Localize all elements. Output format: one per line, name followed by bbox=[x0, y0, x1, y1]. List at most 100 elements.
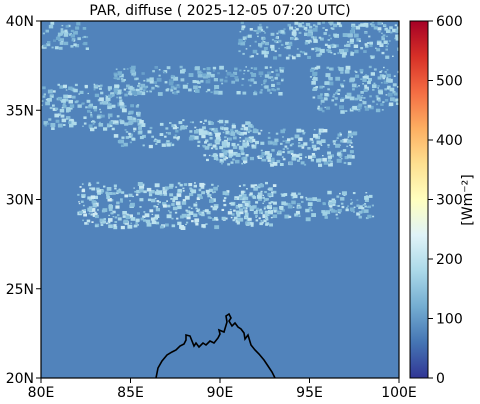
heatmap-cell bbox=[140, 91, 146, 96]
heatmap-cell bbox=[242, 139, 246, 143]
heatmap-cell bbox=[131, 71, 137, 76]
heatmap-cell bbox=[126, 213, 129, 216]
heatmap-cell bbox=[286, 147, 289, 150]
heatmap-cell bbox=[143, 211, 146, 213]
heatmap-cell bbox=[242, 198, 245, 200]
heatmap-cell bbox=[347, 33, 353, 38]
heatmap-cell bbox=[321, 210, 326, 214]
heatmap-cell bbox=[347, 136, 350, 138]
heatmap-cell bbox=[339, 133, 342, 136]
heatmap-cell bbox=[236, 131, 241, 135]
heatmap-cell bbox=[282, 128, 286, 131]
heatmap-cell bbox=[364, 107, 369, 111]
heatmap-cell bbox=[360, 23, 365, 27]
heatmap-cell bbox=[384, 99, 389, 102]
heatmap-cell bbox=[362, 76, 366, 79]
heatmap-cell bbox=[82, 204, 85, 207]
heatmap-cell bbox=[273, 210, 277, 213]
heatmap-cell bbox=[149, 126, 153, 130]
colorbar-tick-label: 600 bbox=[436, 14, 463, 30]
heatmap-cell bbox=[373, 26, 378, 30]
heatmap-cell bbox=[193, 135, 199, 140]
heatmap-cell bbox=[119, 101, 124, 106]
heatmap-cell bbox=[368, 35, 371, 38]
heatmap-cell bbox=[82, 102, 85, 104]
heatmap-cell bbox=[322, 155, 324, 157]
heatmap-cell bbox=[264, 54, 268, 58]
heatmap-cell bbox=[221, 82, 224, 85]
heatmap-cell bbox=[191, 220, 194, 223]
heatmap-cell bbox=[196, 210, 199, 213]
heatmap-cell bbox=[261, 221, 264, 224]
heatmap-cell bbox=[205, 223, 208, 225]
heatmap-cell bbox=[106, 222, 108, 225]
heatmap-cell bbox=[273, 56, 278, 60]
heatmap-cell bbox=[232, 219, 235, 222]
heatmap-cell bbox=[316, 160, 319, 162]
heatmap-cell bbox=[200, 185, 205, 189]
heatmap-cell bbox=[108, 192, 113, 195]
heatmap-cell bbox=[240, 192, 244, 195]
heatmap-cell bbox=[377, 85, 380, 87]
heatmap-cell bbox=[291, 31, 297, 36]
heatmap-cell bbox=[65, 98, 69, 102]
heatmap-cell bbox=[223, 127, 228, 131]
heatmap-cell bbox=[222, 144, 227, 148]
heatmap-cell bbox=[175, 84, 181, 89]
heatmap-cell bbox=[108, 214, 110, 217]
heatmap-cell bbox=[310, 41, 312, 43]
heatmap-cell bbox=[68, 86, 73, 90]
heatmap-cell bbox=[282, 140, 285, 142]
y-tick-label: 25N bbox=[6, 282, 34, 298]
heatmap-cell bbox=[263, 47, 268, 51]
heatmap-cell bbox=[369, 55, 373, 58]
heatmap-cell bbox=[66, 109, 70, 113]
heatmap-cell bbox=[171, 143, 175, 147]
heatmap-cell bbox=[343, 48, 349, 53]
heatmap-cell bbox=[271, 88, 275, 91]
heatmap-cell bbox=[143, 79, 146, 82]
heatmap-cell bbox=[345, 94, 350, 99]
heatmap-cell bbox=[202, 68, 206, 71]
heatmap-cell bbox=[371, 21, 375, 24]
heatmap-cell bbox=[171, 74, 174, 77]
heatmap-cell bbox=[292, 56, 296, 60]
heatmap-cell bbox=[392, 55, 394, 57]
heatmap-cell bbox=[361, 95, 364, 97]
heatmap-cell bbox=[315, 86, 319, 89]
heatmap-cell bbox=[172, 125, 177, 130]
heatmap-cell bbox=[69, 33, 72, 36]
heatmap-cell bbox=[244, 162, 246, 164]
heatmap-cell bbox=[324, 93, 329, 97]
heatmap-cell bbox=[259, 155, 263, 158]
heatmap-cell bbox=[262, 202, 264, 204]
heatmap-cell bbox=[301, 22, 304, 25]
heatmap-cell bbox=[69, 104, 75, 108]
heatmap-cell bbox=[263, 200, 266, 203]
heatmap-cell bbox=[384, 71, 387, 73]
heatmap-cell bbox=[381, 36, 384, 38]
heatmap-cell bbox=[338, 24, 343, 28]
heatmap-cell bbox=[255, 214, 258, 217]
heatmap-cell bbox=[280, 129, 285, 134]
heatmap-cell bbox=[128, 110, 133, 115]
heatmap-cell bbox=[45, 98, 48, 101]
heatmap-cell bbox=[264, 66, 268, 69]
heatmap-cell bbox=[107, 198, 112, 202]
heatmap-cell bbox=[250, 222, 254, 225]
heatmap-cell bbox=[243, 69, 246, 72]
heatmap-cell bbox=[277, 211, 281, 214]
heatmap-cell bbox=[381, 109, 384, 111]
heatmap-cell bbox=[157, 92, 163, 96]
heatmap-cell bbox=[168, 81, 174, 86]
heatmap-cell bbox=[231, 125, 236, 129]
heatmap-cell bbox=[120, 144, 125, 147]
heatmap-cell bbox=[280, 193, 283, 195]
heatmap-cell bbox=[330, 37, 332, 40]
heatmap-cell bbox=[172, 75, 175, 78]
heatmap-cell bbox=[296, 38, 299, 40]
heatmap-cell bbox=[317, 22, 321, 25]
heatmap-cell bbox=[268, 202, 272, 205]
heatmap-cell bbox=[321, 110, 325, 113]
